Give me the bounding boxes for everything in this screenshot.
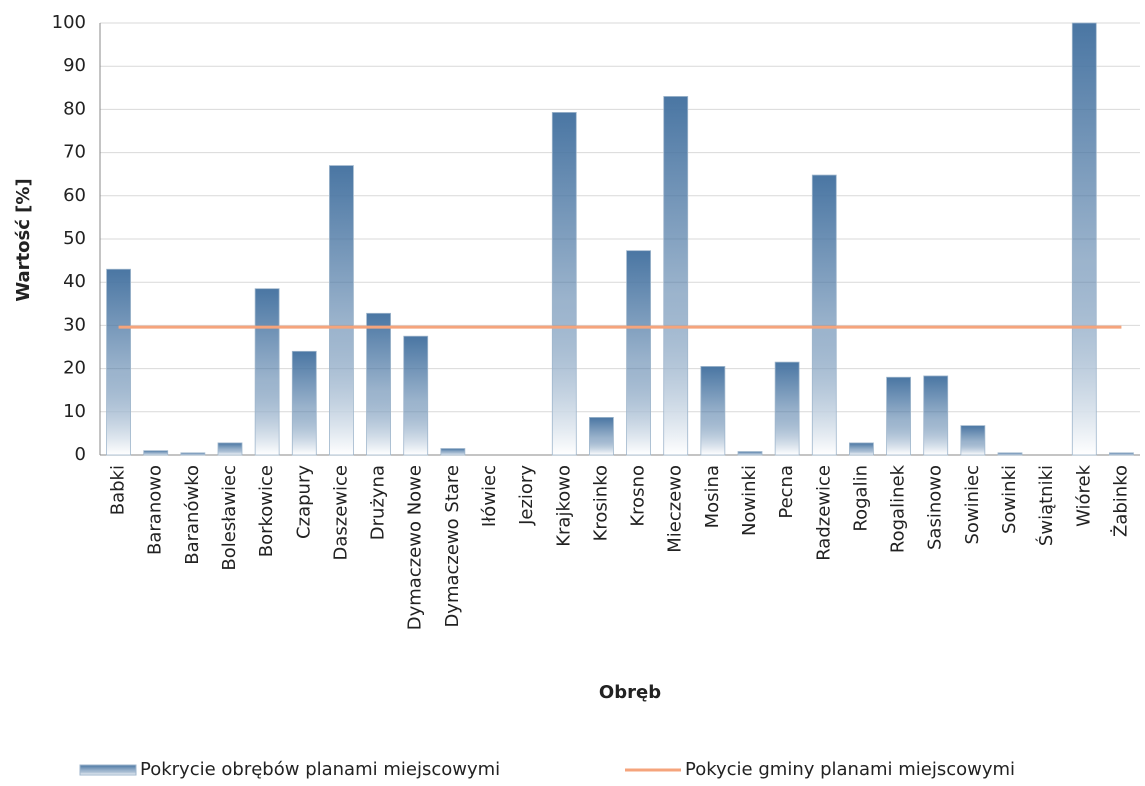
y-tick-label: 30	[63, 314, 86, 335]
bar	[960, 425, 986, 456]
x-tick-label: Krosinko	[590, 465, 611, 541]
x-tick-label: Mieczewo	[665, 465, 686, 553]
bar	[106, 268, 131, 456]
x-tick-label: Iłówiec	[479, 465, 500, 527]
bar	[663, 96, 689, 456]
bar	[886, 376, 911, 456]
y-tick-label: 70	[63, 142, 86, 163]
legend-label: Pokrycie obrębów planami miejscowymi	[140, 759, 500, 780]
x-tick-label: Mosina	[702, 465, 723, 528]
bar	[440, 448, 466, 456]
bar	[329, 165, 354, 456]
y-tick-label: 100	[52, 12, 86, 33]
bar	[291, 350, 317, 456]
x-tick-label: Krajkowo	[553, 465, 574, 547]
bar	[774, 361, 800, 456]
y-tick-label: 90	[63, 55, 86, 76]
bar	[997, 452, 1023, 456]
bar	[589, 417, 614, 456]
x-tick-label: Dymaczewo Nowe	[405, 465, 426, 630]
bar	[737, 451, 763, 456]
x-tick-label: Babki	[108, 465, 129, 515]
x-tick-label: Borkowice	[256, 465, 277, 557]
x-tick-label: Sowiniec	[962, 465, 983, 545]
y-tick-label: 60	[63, 185, 86, 206]
legend-swatch	[79, 764, 137, 776]
bar	[403, 335, 429, 456]
y-tick-label: 50	[63, 228, 86, 249]
bar	[217, 442, 243, 456]
x-tick-label: Bolesławiec	[219, 465, 240, 571]
x-tick-label: Radzewice	[813, 465, 834, 561]
x-tick-label: Daszewice	[330, 465, 351, 560]
x-tick-label: Pecna	[776, 465, 797, 519]
bar	[923, 375, 949, 456]
x-tick-label: Świątniki	[1035, 465, 1057, 546]
y-tick-label: 0	[75, 444, 86, 465]
bar	[1071, 22, 1097, 456]
bar	[700, 366, 726, 456]
bar	[1109, 452, 1134, 456]
y-tick-label: 80	[63, 98, 86, 119]
bar	[254, 288, 280, 456]
x-tick-label: Jeziory	[516, 465, 537, 526]
x-tick-label: Wiórek	[1073, 464, 1094, 526]
bar	[849, 442, 874, 456]
x-tick-label: Drużyna	[368, 465, 389, 540]
y-tick-label: 40	[63, 271, 86, 292]
legend-label: Pokycie gminy planami miejscowymi	[685, 759, 1015, 780]
x-tick-label: Nowinki	[739, 465, 760, 536]
y-tick-label: 20	[63, 358, 86, 379]
x-tick-label: Sowinki	[999, 465, 1020, 534]
x-tick-label: Żabinko	[1110, 465, 1131, 537]
x-axis-title: Obręb	[599, 682, 661, 703]
x-tick-label: Dymaczewo Stare	[442, 465, 463, 628]
x-tick-label: Baranowo	[145, 465, 166, 555]
y-tick-label: 10	[63, 401, 86, 422]
x-tick-label: Czapury	[293, 465, 314, 539]
bar	[366, 312, 391, 456]
bar	[551, 112, 577, 456]
x-tick-label: Rogalinek	[888, 464, 909, 553]
x-tick-label: Sasinowo	[925, 465, 946, 550]
bar	[180, 452, 206, 456]
x-tick-label: Krosno	[628, 465, 649, 527]
bar	[811, 174, 837, 456]
x-tick-label: Rogalin	[850, 465, 871, 532]
bar	[626, 250, 651, 456]
bar	[143, 450, 169, 456]
x-tick-label: Baranówko	[182, 465, 203, 565]
y-axis-title: Wartość [%]	[13, 178, 34, 301]
